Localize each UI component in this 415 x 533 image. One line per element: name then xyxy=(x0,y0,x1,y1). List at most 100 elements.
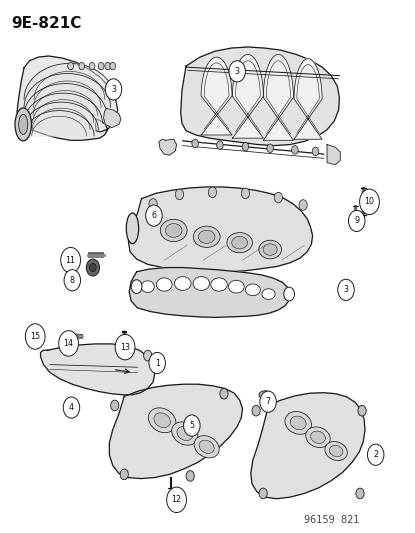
Polygon shape xyxy=(232,54,264,138)
Circle shape xyxy=(105,62,111,70)
Circle shape xyxy=(358,406,366,416)
Ellipse shape xyxy=(259,391,271,399)
Circle shape xyxy=(186,471,194,481)
Circle shape xyxy=(176,189,183,200)
Circle shape xyxy=(242,142,249,151)
Circle shape xyxy=(217,141,223,149)
Circle shape xyxy=(98,62,104,70)
Circle shape xyxy=(61,247,81,273)
Ellipse shape xyxy=(232,237,248,249)
Ellipse shape xyxy=(166,223,182,237)
Circle shape xyxy=(111,400,119,411)
Text: 3: 3 xyxy=(111,85,116,94)
Ellipse shape xyxy=(263,244,277,255)
Ellipse shape xyxy=(245,284,260,296)
Polygon shape xyxy=(24,84,107,115)
Polygon shape xyxy=(128,187,312,272)
Ellipse shape xyxy=(154,413,171,427)
Text: 8: 8 xyxy=(70,276,75,285)
Circle shape xyxy=(338,279,354,301)
Ellipse shape xyxy=(306,427,330,448)
Text: 14: 14 xyxy=(63,339,73,348)
Ellipse shape xyxy=(177,426,193,440)
Ellipse shape xyxy=(310,431,325,443)
Circle shape xyxy=(89,62,95,70)
Circle shape xyxy=(284,287,295,301)
Polygon shape xyxy=(264,54,293,140)
Ellipse shape xyxy=(227,232,252,253)
Ellipse shape xyxy=(285,411,312,434)
Polygon shape xyxy=(24,93,103,123)
Circle shape xyxy=(90,263,96,272)
Circle shape xyxy=(146,205,162,226)
Circle shape xyxy=(192,139,198,148)
Ellipse shape xyxy=(160,219,187,241)
Circle shape xyxy=(229,61,245,82)
Circle shape xyxy=(367,444,384,465)
Ellipse shape xyxy=(325,441,347,461)
Circle shape xyxy=(220,389,228,399)
Ellipse shape xyxy=(149,408,176,433)
Circle shape xyxy=(360,189,379,215)
Circle shape xyxy=(208,187,217,198)
Ellipse shape xyxy=(141,281,154,293)
Ellipse shape xyxy=(156,278,172,291)
Ellipse shape xyxy=(259,240,281,259)
Polygon shape xyxy=(294,59,322,139)
Polygon shape xyxy=(17,56,117,140)
Ellipse shape xyxy=(198,230,215,244)
Ellipse shape xyxy=(330,446,343,457)
Text: 9: 9 xyxy=(354,216,359,225)
Circle shape xyxy=(120,469,128,480)
Polygon shape xyxy=(24,102,98,130)
Polygon shape xyxy=(41,344,155,395)
Circle shape xyxy=(274,192,283,203)
Polygon shape xyxy=(110,384,242,479)
Ellipse shape xyxy=(172,422,198,445)
Text: 11: 11 xyxy=(66,256,76,265)
Circle shape xyxy=(115,334,135,360)
Polygon shape xyxy=(24,74,111,108)
Circle shape xyxy=(167,487,186,513)
Text: 15: 15 xyxy=(30,332,40,341)
Text: 5: 5 xyxy=(189,421,194,430)
Circle shape xyxy=(131,280,142,294)
Polygon shape xyxy=(104,109,121,127)
Ellipse shape xyxy=(126,213,139,244)
Circle shape xyxy=(144,350,152,361)
Ellipse shape xyxy=(229,280,244,293)
Polygon shape xyxy=(327,144,340,165)
Text: 2: 2 xyxy=(373,450,378,459)
Circle shape xyxy=(59,330,78,356)
Circle shape xyxy=(241,188,249,199)
Circle shape xyxy=(312,147,319,156)
Polygon shape xyxy=(159,139,177,155)
Polygon shape xyxy=(129,268,290,317)
Circle shape xyxy=(79,62,85,70)
Circle shape xyxy=(64,270,81,291)
Polygon shape xyxy=(251,393,365,499)
Polygon shape xyxy=(24,111,94,136)
Circle shape xyxy=(149,352,166,374)
Ellipse shape xyxy=(193,226,220,247)
Circle shape xyxy=(299,200,307,211)
Circle shape xyxy=(25,324,45,349)
Ellipse shape xyxy=(193,277,210,290)
Text: 7: 7 xyxy=(266,397,271,406)
Circle shape xyxy=(259,488,267,499)
Circle shape xyxy=(356,488,364,499)
Circle shape xyxy=(68,62,73,70)
Ellipse shape xyxy=(175,277,191,290)
Circle shape xyxy=(260,391,276,413)
Ellipse shape xyxy=(290,416,306,430)
Ellipse shape xyxy=(194,435,219,458)
Circle shape xyxy=(63,397,80,418)
Circle shape xyxy=(86,259,100,276)
Text: 96159  821: 96159 821 xyxy=(304,515,360,524)
Text: 9E-821C: 9E-821C xyxy=(12,16,82,31)
Circle shape xyxy=(149,199,157,209)
Text: 13: 13 xyxy=(120,343,130,352)
Circle shape xyxy=(34,336,42,345)
Circle shape xyxy=(267,144,273,152)
Polygon shape xyxy=(181,47,339,146)
